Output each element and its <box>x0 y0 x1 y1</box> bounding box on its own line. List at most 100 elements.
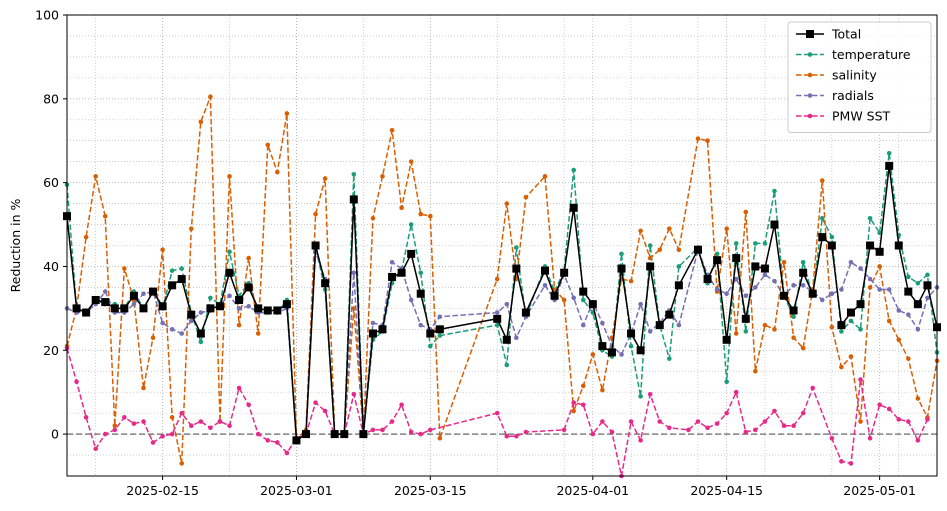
data-point <box>875 247 884 256</box>
data-point <box>206 304 215 313</box>
data-point <box>542 283 548 288</box>
data-point <box>141 291 146 296</box>
data-point <box>179 266 185 271</box>
data-point <box>198 419 204 424</box>
data-point <box>846 308 855 317</box>
data-point <box>514 433 519 439</box>
data-point <box>646 262 655 271</box>
data-point <box>129 291 138 300</box>
data-point <box>512 264 521 273</box>
data-point <box>762 322 768 328</box>
data-point <box>275 440 280 445</box>
data-point <box>437 314 443 320</box>
data-point <box>399 205 404 211</box>
legend-item: PMW SST <box>796 109 891 124</box>
data-point <box>198 339 204 345</box>
data-point <box>150 335 156 341</box>
data-point <box>208 425 213 431</box>
data-point <box>169 327 175 332</box>
data-point <box>244 283 253 292</box>
data-point <box>141 419 146 424</box>
data-point <box>265 438 271 443</box>
data-point <box>72 304 81 313</box>
data-point <box>676 264 682 269</box>
data-point <box>273 306 282 315</box>
data-point <box>504 433 510 439</box>
legend-label: Total <box>831 27 861 42</box>
data-point <box>724 410 729 416</box>
data-point <box>102 213 108 219</box>
data-point <box>665 310 674 319</box>
y-tick-label: 100 <box>35 8 59 23</box>
data-point <box>542 174 548 179</box>
data-point <box>571 400 577 405</box>
data-point <box>657 419 663 424</box>
data-point <box>378 325 387 334</box>
data-point <box>380 427 385 433</box>
data-point <box>370 320 376 326</box>
legend: Total temperature salinity radials PMW SST <box>787 21 932 133</box>
data-point <box>141 385 146 391</box>
data-point <box>693 245 702 254</box>
data-point <box>808 289 817 298</box>
data-point <box>502 335 511 344</box>
data-point <box>703 275 712 284</box>
data-point <box>896 417 902 422</box>
data-point <box>800 259 806 265</box>
data-point <box>408 222 414 227</box>
data-point <box>418 322 424 328</box>
data-point <box>867 285 873 290</box>
data-point <box>743 429 749 435</box>
data-point <box>571 408 577 414</box>
plot-frame <box>66 14 938 477</box>
data-point <box>101 298 110 307</box>
data-point <box>676 247 682 252</box>
data-point <box>877 264 882 269</box>
data-point <box>800 345 806 351</box>
data-point <box>858 377 863 382</box>
data-point <box>600 387 605 393</box>
data-point <box>598 342 607 351</box>
data-point <box>791 283 796 288</box>
data-point <box>590 431 596 437</box>
data-point <box>571 167 577 173</box>
data-point <box>753 285 758 290</box>
data-point <box>225 268 234 277</box>
data-point <box>246 255 251 261</box>
data-point <box>913 300 922 309</box>
data-point <box>647 329 653 334</box>
legend-label: PMW SST <box>832 109 891 124</box>
data-point <box>504 362 510 368</box>
data-point <box>407 249 416 258</box>
data-point <box>120 304 129 313</box>
data-point <box>494 310 500 315</box>
data-point <box>208 295 213 301</box>
data-point <box>753 368 758 374</box>
data-point <box>227 423 232 429</box>
data-point <box>437 333 443 338</box>
data-point <box>781 259 787 265</box>
x-tick-label: 2025-03-01 <box>260 483 333 498</box>
data-point <box>906 274 911 280</box>
data-point <box>686 427 691 433</box>
data-point <box>177 275 186 284</box>
data-point <box>906 356 911 361</box>
data-point <box>695 136 701 141</box>
data-point <box>714 287 720 292</box>
data-point <box>858 266 863 271</box>
data-point <box>848 354 854 359</box>
data-point <box>560 268 569 277</box>
data-point <box>523 195 529 200</box>
data-point <box>733 389 739 395</box>
data-point <box>263 306 272 315</box>
data-point <box>91 295 100 304</box>
data-point <box>188 226 194 232</box>
data-point <box>561 297 567 303</box>
grid <box>67 14 937 477</box>
data-point <box>427 427 433 433</box>
data-point <box>187 310 196 319</box>
data-point <box>349 195 358 204</box>
data-point <box>418 211 424 217</box>
data-point <box>112 423 118 429</box>
data-point <box>628 419 634 424</box>
